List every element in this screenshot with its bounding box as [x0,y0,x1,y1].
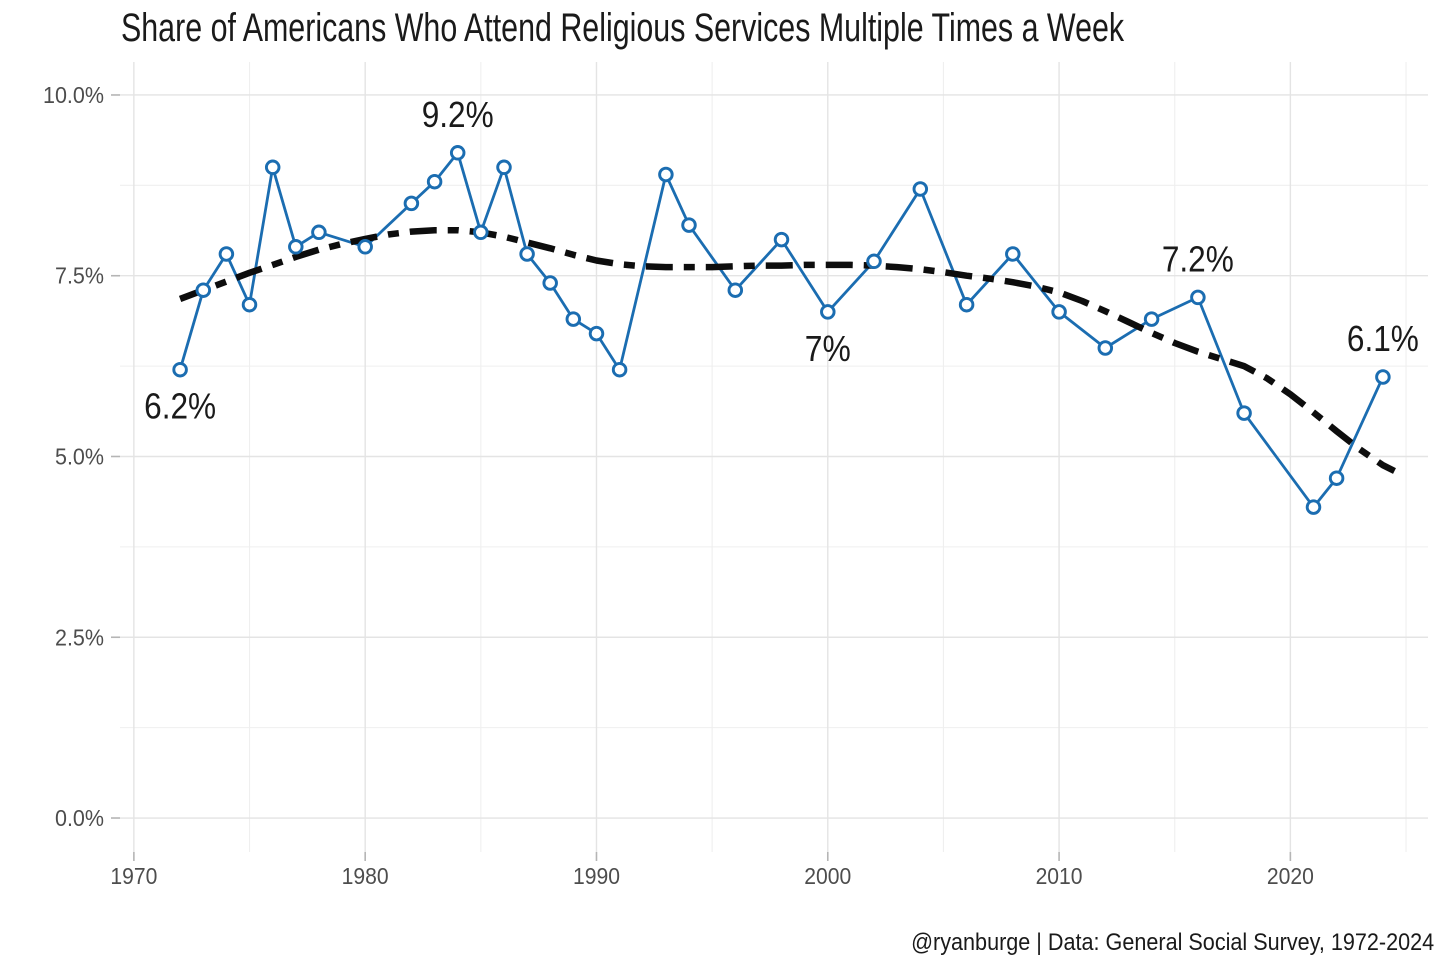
data-point-marker [403,195,420,212]
data-point-marker [866,253,882,270]
annotation-label: 7% [805,328,851,369]
data-point-marker [1190,289,1206,306]
data-point-marker [264,159,281,176]
data-point-marker [1051,304,1067,320]
y-tick-label: 2.5% [55,624,104,650]
x-tick-label: 2000 [804,863,851,889]
chart-caption: @ryanburge | Data: General Social Survey… [910,929,1434,956]
chart-title: Share of Americans Who Attend Religious … [121,6,1125,50]
data-point-marker [218,246,235,262]
y-tick-label: 0.0% [55,805,104,831]
y-tick-label: 10.0% [43,82,104,108]
data-point-marker [241,296,258,313]
y-tick-label: 7.5% [55,263,104,289]
data-point-marker [1375,369,1391,385]
data-point-marker [1005,246,1021,262]
series-line [178,151,1385,509]
annotation-label: 7.2% [1162,238,1234,279]
data-point-marker [195,282,212,298]
data-point-marker [1236,405,1252,421]
annotation-label: 6.2% [144,386,216,427]
data-point-marker [912,181,929,197]
data-point-marker [542,275,558,291]
data-point-marker [1143,311,1160,327]
data-point-marker [1097,340,1114,356]
data-point-marker [773,231,790,248]
data-point-marker [357,239,373,255]
data-point-marker [820,304,836,320]
y-tick-label: 5.0% [55,443,104,469]
data-point-marker [611,361,628,378]
data-point-marker [519,246,535,262]
data-point-marker [681,217,697,233]
data-point-marker [288,239,304,255]
data-point-marker [1328,470,1345,486]
data-point-marker [727,282,744,298]
x-tick-label: 2010 [1036,863,1083,889]
data-point-marker [311,224,327,241]
annotation-label: 6.1% [1347,318,1419,359]
data-point-marker [565,311,582,327]
data-point-marker [172,361,188,378]
data-point-marker [473,224,489,241]
data-point-marker [958,296,975,313]
data-point-marker [588,325,605,342]
data-point-marker [426,173,443,190]
data-point-marker [496,159,512,176]
data-point-marker [658,166,674,183]
x-tick-label: 1970 [110,863,157,889]
x-tick-label: 1990 [573,863,620,889]
x-tick-label: 2020 [1267,863,1314,889]
data-point-marker [449,145,466,161]
data-point-marker [1305,499,1322,515]
x-tick-label: 1980 [342,863,389,889]
annotation-label: 9.2% [422,94,494,135]
